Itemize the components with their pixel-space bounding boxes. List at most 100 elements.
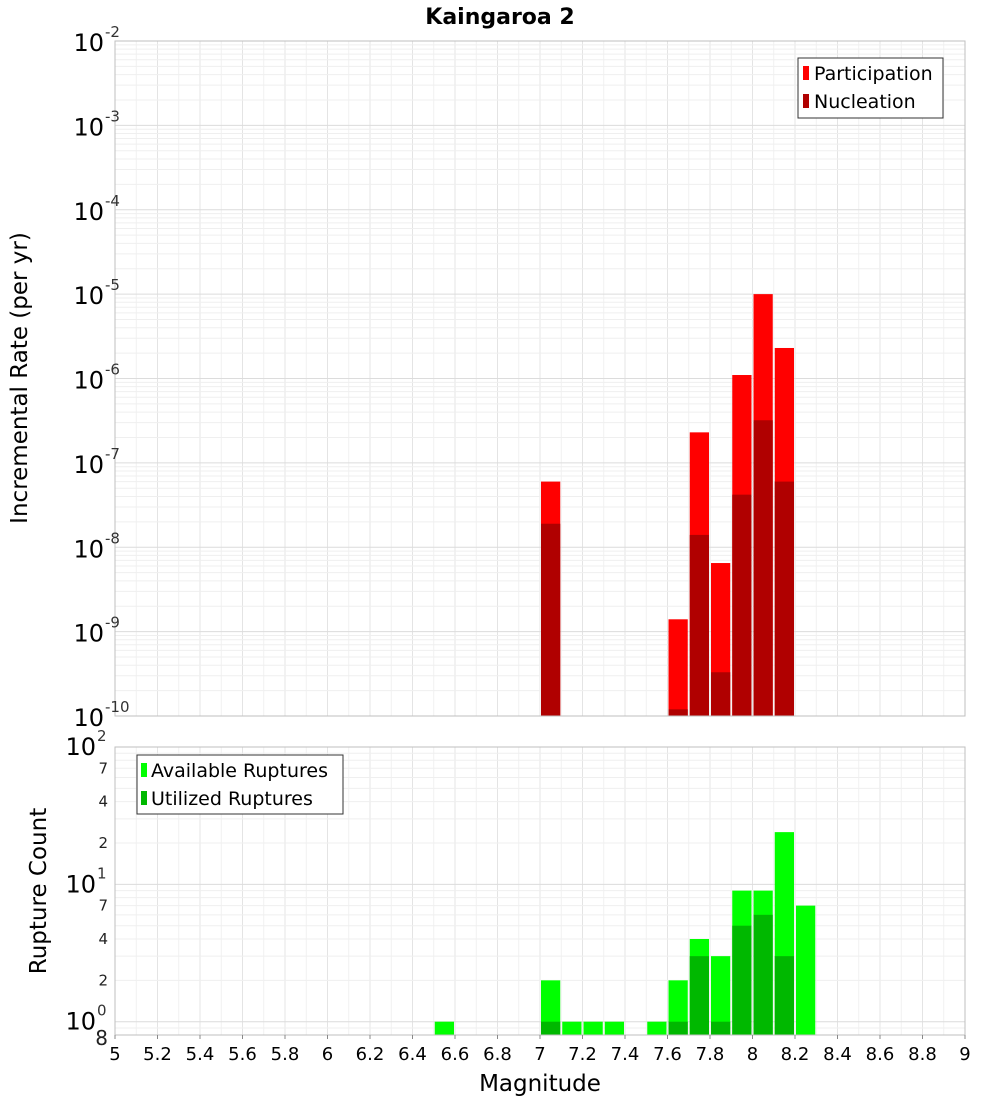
- top-legend: Participation Nucleation: [797, 57, 944, 119]
- x-tick-label: 7.8: [696, 1044, 725, 1065]
- y-tick-label: 10: [65, 1008, 96, 1036]
- bottom-legend: Available Ruptures Utilized Ruptures: [136, 754, 344, 815]
- x-tick-label: 8: [747, 1044, 758, 1065]
- y-tick-exponent: 2: [97, 727, 107, 745]
- x-tick-label: 9: [959, 1044, 970, 1065]
- y-tick-label: 10: [73, 704, 104, 732]
- top-bar-nucleation: [711, 672, 731, 716]
- bottom-bar-utilized-ruptures: [689, 956, 709, 1035]
- y-tick-exponent: -9: [105, 614, 120, 632]
- legend-label-available: Available Ruptures: [151, 760, 328, 782]
- y-tick-minor-label: 7: [98, 897, 108, 915]
- x-tick-label: 5: [109, 1044, 120, 1065]
- top-bar-nucleation: [689, 534, 709, 716]
- x-tick-label: 6.4: [398, 1044, 427, 1065]
- y-tick-label: 10: [73, 367, 104, 395]
- bottom-y-axis-label: Rupture Count: [26, 808, 52, 974]
- x-tick-label: 8.4: [823, 1044, 852, 1065]
- y-tick-exponent: -3: [105, 107, 120, 125]
- y-tick-minor-label: 2: [98, 834, 108, 852]
- top-gridlines: [114, 41, 966, 717]
- y-tick-label: 10: [73, 282, 104, 310]
- y-tick-label: 10: [73, 113, 104, 141]
- top-bar-nucleation: [774, 481, 794, 716]
- bottom-bar-utilized-ruptures: [711, 1021, 731, 1035]
- top-plot-frame: [114, 40, 966, 717]
- y-tick-minor-label: 4: [98, 793, 108, 811]
- y-tick-exponent: -10: [105, 698, 130, 716]
- y-tick-label: 10: [73, 198, 104, 226]
- bottom-bar-utilized-ruptures: [774, 956, 794, 1035]
- top-bar-nucleation: [668, 709, 688, 716]
- x-tick-label: 7.4: [611, 1044, 640, 1065]
- x-tick-label: 7.6: [653, 1044, 682, 1065]
- bottom-bar-available-ruptures: [647, 1021, 667, 1035]
- y-tick-exponent: -6: [105, 361, 120, 379]
- top-bars: [541, 294, 794, 716]
- x-tick-label: 5.2: [143, 1044, 172, 1065]
- top-y-axis-label: Incremental Rate (per yr): [7, 232, 33, 524]
- bottom-bar-available-ruptures: [796, 905, 816, 1035]
- x-tick-label: 6.8: [483, 1044, 512, 1065]
- y-tick-minor-label: 4: [98, 930, 108, 948]
- y-tick-label: 10: [73, 451, 104, 479]
- x-tick-label: 5.6: [228, 1044, 257, 1065]
- x-tick-label: 6.2: [356, 1044, 385, 1065]
- bottom-bar-utilized-ruptures: [732, 925, 752, 1035]
- x-tick-label: 5.8: [271, 1044, 300, 1065]
- legend-label-participation: Participation: [814, 63, 933, 85]
- y-tick-minor-label: 2: [98, 971, 108, 989]
- legend-swatch-participation: [803, 66, 809, 80]
- y-tick-minor-label: 7: [98, 759, 108, 777]
- y-tick-exponent: -4: [105, 192, 120, 210]
- x-tick-label: 6.6: [441, 1044, 470, 1065]
- bottom-bar-available-ruptures: [562, 1021, 582, 1035]
- y-tick-exponent: 1: [97, 864, 107, 882]
- legend-swatch-utilized: [141, 791, 147, 805]
- x-tick-labels: 5 5.2 5.4 5.6 5.8 6 6.2 6.4 6.6 6.8 7 7.2 7.4 7.6 7.8 8…: [109, 1035, 971, 1065]
- y-tick-exponent: -5: [105, 276, 120, 294]
- bottom-legend-box: [136, 754, 344, 815]
- legend-label-utilized: Utilized Ruptures: [151, 788, 313, 810]
- y-tick-exponent: -8: [105, 529, 120, 547]
- y-tick-minor-label: 8: [95, 1026, 108, 1050]
- chart-title: Kaingaroa 2: [425, 5, 574, 30]
- y-tick-label: 10: [73, 620, 104, 648]
- y-tick-label: 10: [65, 733, 96, 761]
- bottom-bar-available-ruptures: [668, 980, 688, 1035]
- x-tick-label: 8.8: [908, 1044, 937, 1065]
- bottom-bar-utilized-ruptures: [668, 1021, 688, 1035]
- bottom-bar-available-ruptures: [711, 956, 731, 1035]
- x-tick-label: 6: [322, 1044, 333, 1065]
- top-bar-nucleation: [732, 494, 752, 716]
- legend-swatch-nucleation: [803, 94, 809, 108]
- x-tick-label: 7: [534, 1044, 545, 1065]
- legend-label-nucleation: Nucleation: [814, 91, 916, 113]
- y-tick-exponent: 0: [97, 1002, 107, 1020]
- bottom-bar-utilized-ruptures: [753, 914, 773, 1035]
- x-tick-label: 8.2: [781, 1044, 810, 1065]
- x-tick-label: 5.4: [186, 1044, 215, 1065]
- x-axis-label: Magnitude: [479, 1071, 601, 1097]
- y-tick-label: 10: [65, 870, 96, 898]
- top-bar-nucleation: [541, 523, 561, 716]
- top-legend-box: [797, 57, 944, 119]
- y-tick-label: 10: [73, 29, 104, 57]
- x-tick-label: 8.6: [866, 1044, 895, 1065]
- bottom-bar-available-ruptures: [541, 980, 561, 1035]
- bottom-bar-utilized-ruptures: [541, 1021, 561, 1035]
- bottom-bars: [434, 832, 816, 1035]
- top-bar-participation: [668, 619, 688, 716]
- bottom-bar-available-ruptures: [583, 1021, 603, 1035]
- bottom-bar-available-ruptures: [434, 1021, 454, 1035]
- x-tick-label: 7.2: [568, 1044, 597, 1065]
- y-tick-exponent: -7: [105, 445, 120, 463]
- y-tick-exponent: -2: [105, 23, 120, 41]
- legend-swatch-available: [141, 763, 147, 777]
- bottom-bar-available-ruptures: [604, 1021, 624, 1035]
- top-bar-nucleation: [753, 420, 773, 716]
